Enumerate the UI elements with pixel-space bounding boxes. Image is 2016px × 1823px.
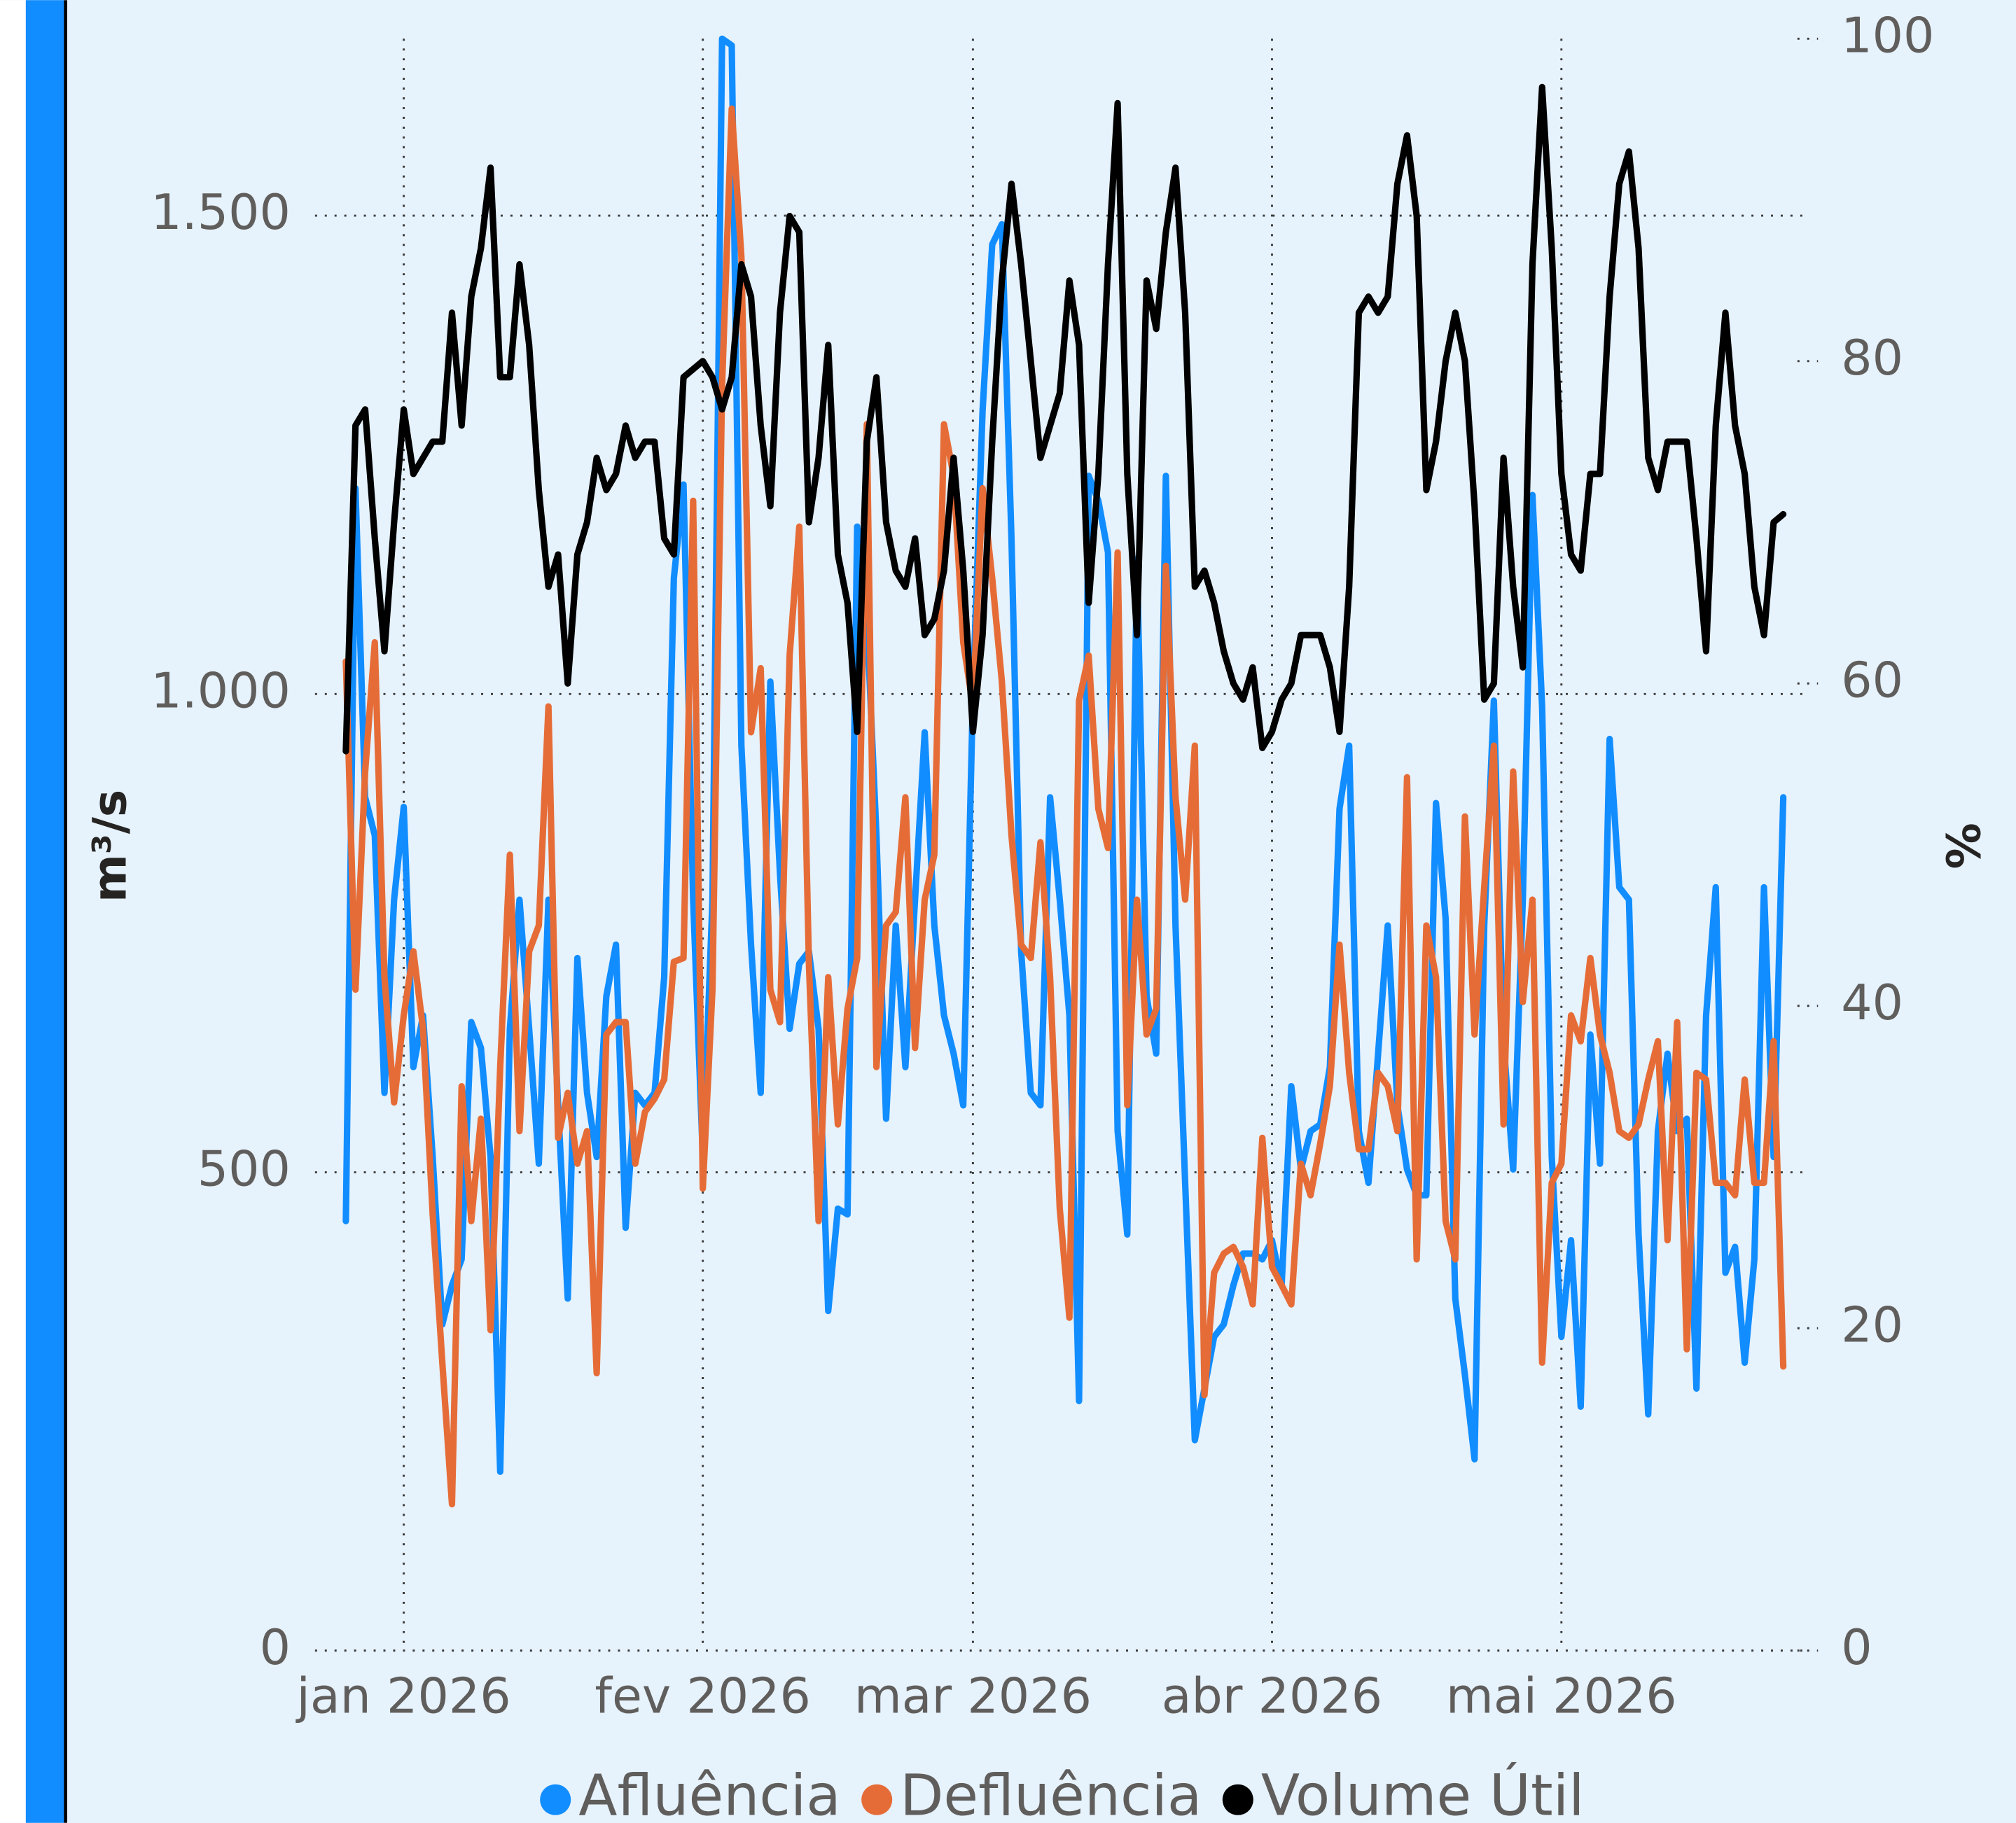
y2-tick-label: 40: [1841, 975, 1903, 1031]
y-tick-label: 500: [197, 1141, 291, 1198]
y2-axis-title: %: [1937, 823, 1991, 869]
y2-tick-label: 0: [1841, 1619, 1872, 1676]
series-line: [342, 83, 1787, 755]
y2-tick-label: 20: [1841, 1297, 1903, 1353]
x-tick-label: mai 2026: [1446, 1668, 1677, 1725]
y-axis-title: m³/s: [83, 790, 137, 902]
legend-label: Afluência: [578, 1763, 841, 1823]
legend-marker: [540, 1784, 571, 1815]
y-tick-label: 0: [260, 1619, 291, 1676]
y2-tick-label: 60: [1841, 652, 1903, 708]
series-line: [342, 105, 1787, 1508]
x-tick-label: fev 2026: [595, 1668, 811, 1725]
y2-tick-label: 100: [1841, 7, 1934, 64]
legend-marker: [1222, 1784, 1253, 1815]
x-tick-label: abr 2026: [1162, 1668, 1382, 1725]
legend-label: Volume Útil: [1261, 1763, 1585, 1823]
y-tick-label: 1.000: [151, 662, 291, 719]
y2-tick-label: 80: [1841, 330, 1903, 386]
x-tick-label: mar 2026: [854, 1668, 1092, 1725]
legend-marker: [861, 1784, 893, 1815]
legend-label: Defluência: [900, 1763, 1202, 1823]
series-line: [342, 35, 1787, 1475]
left-margin: [0, 0, 26, 1823]
accent-bar: [25, 0, 64, 1823]
x-tick-label: jan 2026: [296, 1668, 511, 1725]
y-tick-label: 1.500: [151, 184, 291, 241]
